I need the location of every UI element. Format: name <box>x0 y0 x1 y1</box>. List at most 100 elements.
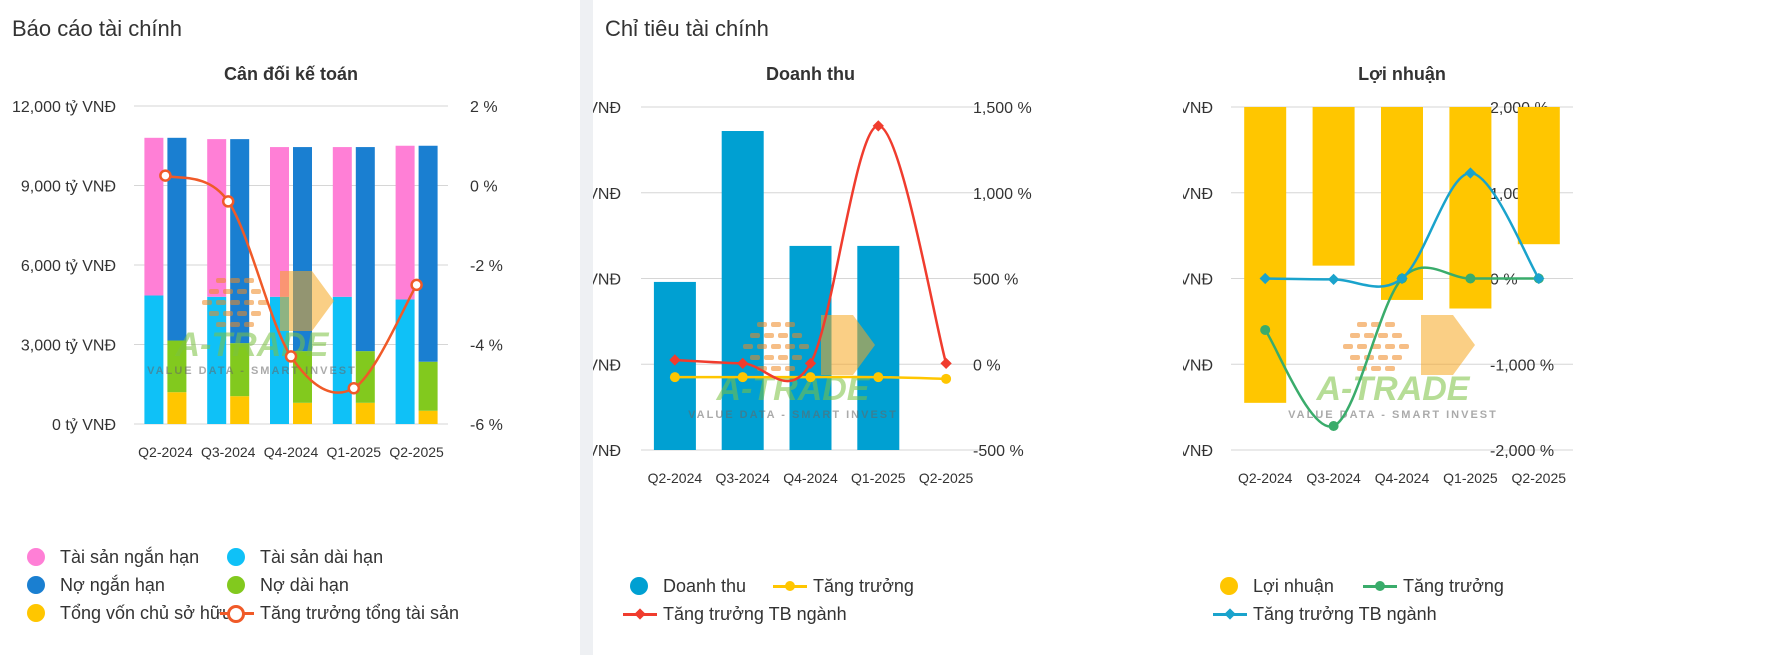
x-tick-label: Q4-2024 <box>1375 470 1430 486</box>
legend-item[interactable]: Tăng trưởng <box>1363 574 1504 598</box>
legend-item[interactable]: Tài sản ngắn hạn <box>20 545 199 569</box>
x-tick-label: Q3-2024 <box>715 470 770 486</box>
legend-symbol <box>220 546 254 568</box>
watermark-dash <box>223 311 233 316</box>
bar-segment <box>418 145 438 362</box>
bar-segment <box>230 396 250 424</box>
watermark-dash <box>778 333 788 338</box>
legend-label: Lợi nhuận <box>1253 575 1334 596</box>
legend-symbol <box>20 546 54 568</box>
legend-symbol <box>623 603 657 625</box>
legend-item[interactable]: Tăng trưởng TB ngành <box>1213 602 1437 626</box>
legend-label: Tăng trưởng <box>813 575 914 596</box>
y-left-tick-label: 3,000 tỷ VNĐ <box>21 338 116 355</box>
profit-growth-point <box>1328 420 1339 431</box>
legend-item[interactable]: Lợi nhuận <box>1213 574 1334 598</box>
watermark-dash <box>258 300 268 305</box>
asset-growth-point <box>347 381 361 395</box>
y-right-tick-label: -6 % <box>470 417 503 434</box>
watermark-dash <box>1350 333 1360 338</box>
revenue-growth-point <box>873 372 884 383</box>
bar-segment <box>293 402 312 424</box>
revenue-growth-point <box>941 373 952 384</box>
legend-label: Nợ ngắn hạn <box>60 574 165 595</box>
watermark-dash <box>1343 344 1353 349</box>
y-right-tick-label: 500 % <box>973 272 1018 289</box>
legend-item[interactable]: Nợ dài hạn <box>220 573 349 597</box>
watermark-dash <box>216 278 226 283</box>
profit-bar <box>1517 107 1560 245</box>
watermark-dash <box>785 344 795 349</box>
y-right-tick-label: 1,000 % <box>973 186 1032 203</box>
legend-symbol <box>220 574 254 596</box>
watermark-dash <box>1392 333 1402 338</box>
x-tick-label: Q3-2024 <box>201 444 256 460</box>
legend-item[interactable]: Tăng trưởng tổng tài sản <box>220 601 459 625</box>
revenue-growth-point <box>669 372 680 383</box>
watermark-dash <box>223 289 233 294</box>
profit-growth-point <box>1260 324 1271 335</box>
profit-growth-line <box>1264 266 1539 428</box>
bar-segment <box>207 139 227 297</box>
y-right-tick-label: -2,000 % <box>1490 443 1554 460</box>
watermark-dash <box>244 322 254 327</box>
financial-report-panel: Báo cáo tài chính 0 tỷ VNĐ 3,000 tỷ VNĐ 6,… <box>0 0 580 655</box>
watermark-arrow-icon <box>280 271 334 331</box>
profit-legend: Lợi nhuận Tăng trưởng Tăng trưởng TB ngành <box>1213 574 1733 644</box>
watermark-dash <box>237 311 247 316</box>
watermark-dash <box>785 322 795 327</box>
legend-label: Tài sản dài hạn <box>260 546 384 567</box>
y-left-tick-label: -200 tỷ VNĐ <box>1183 272 1213 289</box>
watermark-dash <box>757 322 767 327</box>
legend-item[interactable]: Nợ ngắn hạn <box>20 573 165 597</box>
watermark-dash <box>750 355 760 360</box>
x-tick-label: Q1-2025 <box>1443 470 1498 486</box>
y-right-tick-label: -4 % <box>470 338 503 355</box>
legend-item[interactable]: Tăng trưởng TB ngành <box>623 602 847 626</box>
industry-growth-point <box>1327 273 1340 286</box>
watermark-dash <box>244 300 254 305</box>
watermark-dash <box>251 311 261 316</box>
industry-growth-point <box>804 357 817 370</box>
y-left-tick-label: 9,000 tỷ VNĐ <box>21 179 116 196</box>
legend-item[interactable]: Tăng trưởng <box>773 574 914 598</box>
revenue-chart: 0 tỷ VNĐ 25 tỷ VNĐ 50 tỷ VNĐ 75 tỷ VNĐ 100 t… <box>593 64 1032 486</box>
y-left-tick-label: 6,000 tỷ VNĐ <box>21 258 116 275</box>
x-tick-label: Q2-2024 <box>648 470 703 486</box>
watermark-dash <box>1399 344 1409 349</box>
legend-item[interactable]: Tài sản dài hạn <box>220 545 383 569</box>
profit-bar <box>1244 107 1287 403</box>
profit-bar <box>1381 107 1423 300</box>
watermark-dash <box>230 322 240 327</box>
watermark-arrow-icon <box>1421 315 1475 375</box>
watermark-dash <box>1378 333 1388 338</box>
legend-label: Doanh thu <box>663 575 747 596</box>
watermark-dash <box>1357 344 1367 349</box>
watermark-dash <box>216 322 226 327</box>
revenue-bar <box>721 131 764 450</box>
legend-symbol <box>1213 575 1247 597</box>
legend-label: Tăng trưởng tổng tài sản <box>260 602 459 623</box>
profit-growth-point <box>1465 273 1476 284</box>
watermark-dash <box>216 300 226 305</box>
profit-bar <box>1312 107 1355 266</box>
legend-item[interactable]: Tổng vốn chủ sở hữu <box>20 601 232 625</box>
profit-chart: -400 tỷ VNĐ -300 tỷ VNĐ -200 tỷ VNĐ -100 tỷ… <box>1183 64 1573 486</box>
watermark-dash <box>1364 333 1374 338</box>
y-left-tick-label: -300 tỷ VNĐ <box>1183 357 1213 374</box>
watermark-dash <box>209 289 219 294</box>
chart-title: Doanh thu <box>766 64 855 84</box>
bar-segment <box>167 392 187 424</box>
bar-segment <box>332 296 352 424</box>
y-left-tick-label: 12,000 tỷ VNĐ <box>12 99 116 116</box>
legend-label: Tăng trưởng TB ngành <box>1253 603 1437 624</box>
legend-item[interactable]: Doanh thu <box>623 574 746 598</box>
x-tick-label: Q2-2025 <box>919 470 974 486</box>
balance-sheet-chart: 0 tỷ VNĐ 3,000 tỷ VNĐ 6,000 tỷ VNĐ 9,000 tỷ… <box>12 64 503 460</box>
asset-growth-point <box>221 195 235 208</box>
industry-growth-point <box>1533 272 1545 285</box>
revenue-bar <box>653 281 696 450</box>
y-right-tick-label: -2 % <box>470 258 503 275</box>
